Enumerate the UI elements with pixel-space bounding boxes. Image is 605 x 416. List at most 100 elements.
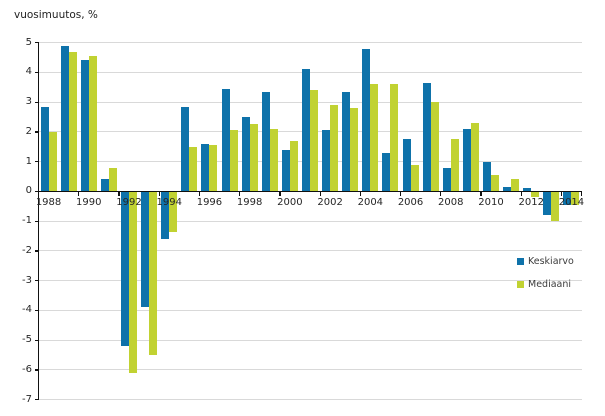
y-tick-label: -7 [22,393,32,405]
x-tick-label: 2010 [478,197,504,209]
y-tick-label: 4 [25,66,32,78]
legend-label-mediaani: Mediaani [528,279,572,290]
gridline [38,399,582,401]
bar-mediaani-2010 [491,175,499,192]
y-axis-tick [34,250,39,252]
bar-keskiarvo-2003 [342,91,351,192]
y-tick-label: -1 [22,215,32,227]
y-axis-tick [34,131,39,133]
bar-keskiarvo-2014 [563,191,572,205]
bar-mediaani-2013 [551,191,560,222]
x-axis-tick [319,191,321,197]
y-tick-label: 3 [25,96,32,108]
bar-keskiarvo-2008 [442,167,451,192]
bar-keskiarvo-1998 [241,117,250,192]
x-tick-label: 1990 [76,197,102,209]
bar-keskiarvo-1989 [60,45,69,192]
bar-mediaani-2008 [450,139,459,192]
bar-keskiarvo-2002 [322,130,331,192]
y-axis-tick [34,220,39,222]
x-tick-label: 2000 [277,197,303,209]
bar-mediaani-1994 [169,191,178,232]
y-axis-tick [34,339,39,341]
x-axis-tick [118,191,120,197]
bar-keskiarvo-1996 [201,143,210,192]
x-tick-label: 2004 [357,197,384,209]
x-tick-label: 2002 [317,197,343,209]
bar-keskiarvo-1991 [100,179,109,192]
bar-keskiarvo-1997 [221,88,230,192]
gridline [38,71,582,73]
bar-keskiarvo-2000 [281,149,290,192]
y-axis-tick [34,161,39,163]
y-axis-tick [34,42,39,44]
y-axis-tick [34,190,39,193]
bar-mediaani-2002 [330,105,339,192]
gridline [38,280,582,282]
x-axis-tick [560,191,563,197]
bar-mediaani-2003 [350,108,359,192]
bar-keskiarvo-1995 [181,106,190,192]
bar-mediaani-1988 [48,131,57,192]
mediaani-swatch-icon [517,281,524,288]
x-tick-label: 2012 [518,197,544,209]
bar-keskiarvo-2001 [302,69,310,192]
x-axis-tick [158,191,160,197]
gridline [38,309,582,311]
bar-mediaani-2004 [370,84,379,192]
x-axis-tick [520,191,522,197]
y-tick-label: -2 [22,244,32,256]
y-tick-label: 1 [25,155,32,167]
bar-keskiarvo-1988 [40,106,49,192]
bar-keskiarvo-2007 [422,82,431,192]
gridline [38,220,582,222]
legend-item-mediaani: Mediaani [517,278,574,291]
y-tick-label: -6 [22,363,32,375]
y-tick-label: -3 [22,274,32,286]
x-axis-tick [581,191,583,197]
chart-title: vuosimuutos, % [14,9,98,21]
gridline [38,42,582,44]
x-tick-label: 2014 [558,197,585,209]
y-axis-tick [34,280,39,282]
bar-keskiarvo-2011 [503,186,512,192]
bar-mediaani-1995 [189,146,198,192]
bar-mediaani-1999 [269,128,278,192]
bar-keskiarvo-2012 [523,188,532,192]
x-tick-label: 1996 [196,197,223,209]
legend-item-keskiarvo: Keskiarvo [517,255,574,268]
x-axis-tick [359,191,361,197]
bar-mediaani-2001 [310,90,318,192]
bar-mediaani-2012 [531,191,540,198]
x-tick-label: 1988 [35,197,62,209]
y-axis-tick [34,101,39,103]
bar-mediaani-2007 [430,102,439,192]
bar-mediaani-1991 [108,167,117,192]
y-axis-tick [34,309,39,312]
gridline [38,250,582,252]
bar-keskiarvo-2009 [462,128,471,192]
bar-mediaani-1993 [149,191,158,356]
y-tick-label: 5 [25,36,32,48]
x-axis-zero-line [37,190,582,193]
bar-keskiarvo-2004 [362,48,371,192]
bar-mediaani-1996 [209,145,218,192]
x-tick-label: 1994 [156,197,182,209]
gridline [38,339,582,341]
x-axis-tick [440,191,442,197]
bar-mediaani-1998 [249,124,258,192]
x-axis-tick [400,191,402,197]
bar-keskiarvo-2010 [483,161,491,192]
x-axis-tick [198,191,201,197]
bar-keskiarvo-1993 [141,191,150,308]
keskiarvo-swatch-icon [517,258,524,265]
x-axis-tick [239,191,241,197]
x-axis-tick [78,191,80,197]
bar-mediaani-2014 [571,191,580,205]
bar-mediaani-1989 [68,51,77,192]
gridline [38,369,582,371]
x-tick-label: 2006 [397,197,424,209]
bar-keskiarvo-1990 [80,60,89,192]
y-tick-label: 0 [25,185,32,197]
